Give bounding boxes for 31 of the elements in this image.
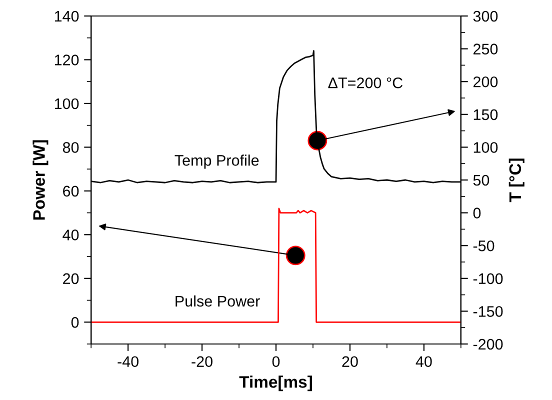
series-label: Temp Profile [174, 154, 259, 169]
y2-tick-label: -150 [473, 306, 503, 317]
y-tick-label: 120 [54, 54, 79, 66]
y-tick-label: 140 [54, 10, 79, 22]
y2-tick-label: 100 [474, 142, 498, 153]
x-tick-label: 40 [416, 356, 432, 368]
annotation: ΔT=200 °C [328, 77, 403, 88]
x-axis-title: Time[ms] [239, 376, 312, 392]
y2-tick-label: -200 [473, 338, 503, 350]
y2-tick-label: 200 [473, 76, 498, 88]
y-tick-label: 40 [62, 230, 79, 240]
x-tick-label: -20 [192, 356, 212, 368]
y2-tick-label: 300 [473, 10, 498, 22]
y-tick-label: 60 [63, 186, 79, 197]
y2-tick-label: 150 [474, 109, 498, 120]
line-series [91, 208, 461, 323]
y-tick-label: 20 [63, 273, 79, 284]
y-tick-label: 80 [62, 142, 79, 153]
y2-tick-label: 0 [473, 208, 481, 218]
y2-axis-title: T [°C] [508, 158, 524, 202]
x-tick-label: 0 [272, 356, 280, 368]
y2-tick-label: 50 [473, 174, 490, 186]
x-tick-label: -40 [118, 356, 139, 368]
y-tick-label: 0 [71, 317, 79, 328]
y-axis-title: Power [W] [32, 140, 48, 220]
y2-tick-label: -50 [473, 240, 494, 252]
y2-tick-label: -100 [473, 273, 503, 284]
y-tick-label: 100 [54, 98, 79, 110]
series-label: Pulse Power [176, 295, 260, 307]
x-tick-label: 20 [342, 356, 358, 368]
y2-tick-label: 250 [473, 44, 498, 54]
